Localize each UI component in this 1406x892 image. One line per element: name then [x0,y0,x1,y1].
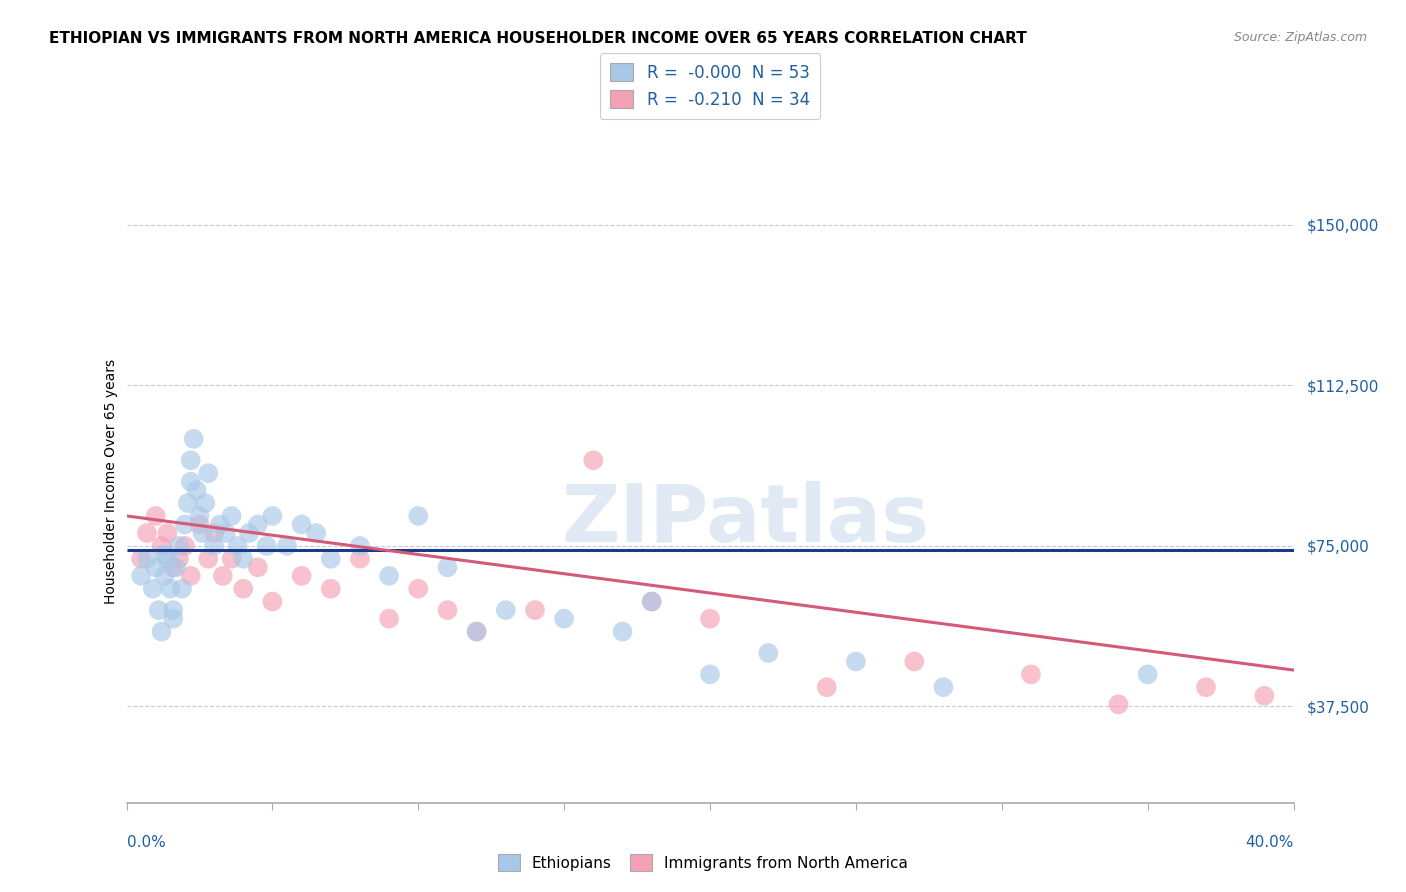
Point [162,560,184,574]
Text: ZIPatlas: ZIPatlas [561,481,929,559]
Point [188,517,211,532]
Point [612,624,634,639]
Point [845,655,868,669]
Point [197,551,219,566]
Point [159,582,181,596]
Point [232,582,254,596]
Point [408,508,430,523]
Text: ETHIOPIAN VS IMMIGRANTS FROM NORTH AMERICA HOUSEHOLDER INCOME OVER 65 YEARS CORR: ETHIOPIAN VS IMMIGRANTS FROM NORTH AMERI… [49,31,1026,46]
Text: Source: ZipAtlas.com: Source: ZipAtlas.com [1233,31,1367,45]
Point [129,569,152,583]
Point [142,582,165,596]
Point [903,655,925,669]
Point [202,526,225,541]
Point [180,569,202,583]
Point [226,539,249,553]
Point [349,551,371,566]
Point [197,466,219,480]
Point [167,551,190,566]
Point [165,560,187,574]
Point [465,624,488,639]
Point [177,496,200,510]
Point [153,548,176,562]
Point [436,560,458,574]
Point [156,551,179,566]
Point [153,569,176,583]
Point [290,517,312,532]
Point [174,517,197,532]
Point [183,432,205,446]
Y-axis label: Householder Income Over 65 years: Householder Income Over 65 years [104,359,118,604]
Point [174,539,197,553]
Point [815,680,838,694]
Point [238,526,260,541]
Point [524,603,547,617]
Point [932,680,955,694]
Point [246,517,269,532]
Point [194,496,217,510]
Point [180,475,202,489]
Point [150,539,173,553]
Point [221,508,243,523]
Point [145,508,167,523]
Point [186,483,208,498]
Point [319,551,342,566]
Point [170,582,193,596]
Point [699,612,721,626]
Point [276,539,298,553]
Point [208,517,231,532]
Point [553,612,575,626]
Point [256,539,278,553]
Point [699,667,721,681]
Point [150,624,173,639]
Point [136,526,159,541]
Point [246,560,269,574]
Point [290,569,312,583]
Point [162,603,184,617]
Point [167,539,190,553]
Point [136,551,159,566]
Point [349,539,371,553]
Point [408,582,430,596]
Point [436,603,458,617]
Point [1253,689,1275,703]
Point [129,551,152,566]
Point [180,453,202,467]
Legend: Ethiopians, Immigrants from North America: Ethiopians, Immigrants from North Americ… [492,848,914,877]
Point [1136,667,1159,681]
Point [145,560,167,574]
Point [162,612,184,626]
Point [495,603,517,617]
Point [188,508,211,523]
Legend: R =  -0.000  N = 53, R =  -0.210  N = 34: R = -0.000 N = 53, R = -0.210 N = 34 [600,54,820,119]
Point [378,569,401,583]
Point [1108,698,1130,712]
Point [221,551,243,566]
Point [582,453,605,467]
Point [262,508,284,523]
Point [640,594,664,608]
Point [319,582,342,596]
Point [465,624,488,639]
Point [640,594,664,608]
Point [262,594,284,608]
Text: 0.0%: 0.0% [127,836,166,850]
Point [202,539,225,553]
Text: 40.0%: 40.0% [1246,836,1294,850]
Point [148,603,170,617]
Point [378,612,401,626]
Point [211,569,233,583]
Point [232,551,254,566]
Point [191,526,214,541]
Point [1195,680,1218,694]
Point [305,526,328,541]
Point [156,526,179,541]
Point [215,526,238,541]
Point [756,646,779,660]
Point [1019,667,1042,681]
